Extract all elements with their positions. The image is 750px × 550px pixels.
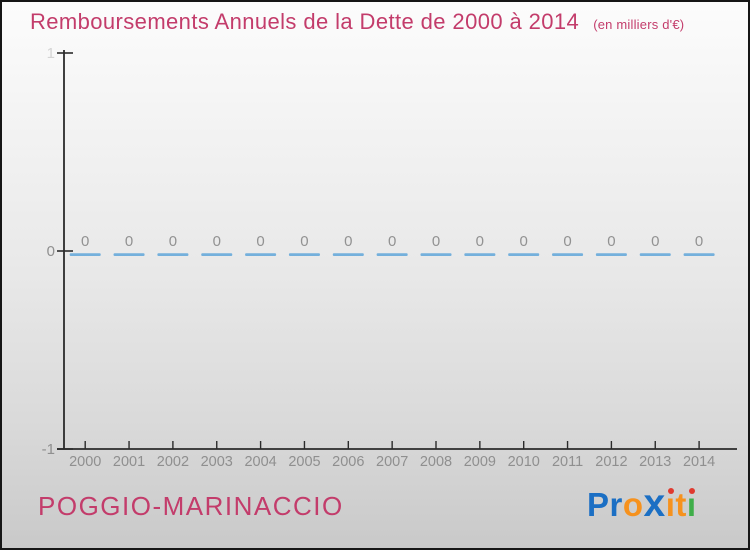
commune-name: POGGIO-MARINACCIO	[38, 491, 344, 521]
bar	[201, 253, 233, 256]
bar-value-label: 0	[695, 233, 703, 250]
y-tick-label: 0	[47, 243, 55, 260]
bar	[245, 253, 277, 256]
proxiti-logo[interactable]: Proxı tı	[587, 482, 697, 525]
bar-value-label: 0	[125, 233, 133, 250]
logo-letter: r	[609, 486, 623, 523]
logo-i-dot	[667, 488, 674, 494]
x-tick-label: 2004	[244, 454, 276, 470]
bar	[508, 253, 540, 256]
logo-i-dot	[688, 488, 695, 494]
bar	[639, 253, 671, 256]
bar-value-label: 0	[651, 233, 659, 250]
bar	[595, 253, 627, 256]
x-tick-label: 2002	[157, 454, 189, 470]
x-tick-label: 2003	[201, 454, 233, 470]
bar	[69, 253, 101, 256]
x-tick-label: 2001	[113, 454, 145, 470]
bar	[420, 253, 452, 256]
bar	[376, 253, 408, 256]
bar	[288, 253, 320, 256]
logo-letter: t	[675, 486, 687, 523]
chart-subtitle: (en milliers d'€)	[593, 17, 685, 32]
x-tick-label: 2000	[69, 454, 101, 470]
bar-value-label: 0	[169, 233, 177, 250]
bar	[683, 253, 715, 256]
bar-value-label: 0	[213, 233, 221, 250]
bar	[332, 253, 364, 256]
bar-value-label: 0	[300, 233, 308, 250]
x-tick-label: 2013	[639, 454, 671, 470]
x-tick-label: 2008	[420, 454, 452, 470]
bar-value-label: 0	[432, 233, 440, 250]
x-tick-label: 2012	[595, 454, 627, 470]
x-tick-label: 2009	[464, 454, 496, 470]
x-tick-label: 2005	[288, 454, 320, 470]
bar	[157, 253, 189, 256]
bar	[113, 253, 145, 256]
logo-letter: P	[587, 486, 610, 523]
x-tick-label: 2010	[508, 454, 540, 470]
y-tick-label: 1	[47, 45, 55, 62]
bar-value-label: 0	[476, 233, 484, 250]
bar-value-label: 0	[520, 233, 528, 250]
bar-value-label: 0	[563, 233, 571, 250]
x-tick-label: 2011	[552, 454, 583, 470]
logo-letter: o	[622, 486, 644, 523]
chart-title: Remboursements Annuels de la Dette de 20…	[30, 9, 684, 35]
y-tick-label: -1	[42, 441, 55, 458]
x-tick-label: 2006	[332, 454, 364, 470]
chart-title-text: Remboursements Annuels de la Dette de 20…	[30, 9, 580, 34]
bar-value-label: 0	[81, 233, 89, 250]
x-tick-label: 2014	[683, 454, 715, 470]
bar-value-label: 0	[388, 233, 396, 250]
bar	[464, 253, 496, 256]
bar-value-label: 0	[256, 233, 264, 250]
x-tick-label: 2007	[376, 454, 408, 470]
bar-value-label: 0	[344, 233, 352, 250]
logo-letter: ı	[686, 486, 697, 523]
bar	[552, 253, 584, 256]
logo-letter: ı	[665, 486, 676, 523]
bar-value-label: 0	[607, 233, 615, 250]
